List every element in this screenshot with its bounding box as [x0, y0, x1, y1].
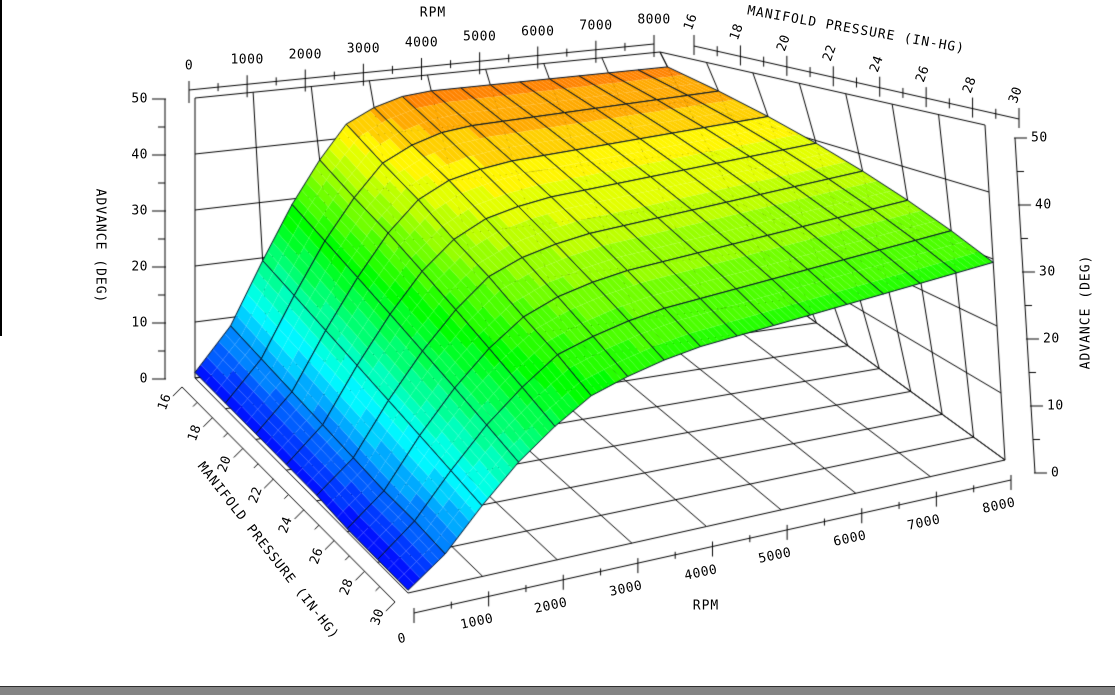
window-left-border	[0, 0, 2, 336]
window-bottom-bar	[0, 686, 1115, 695]
